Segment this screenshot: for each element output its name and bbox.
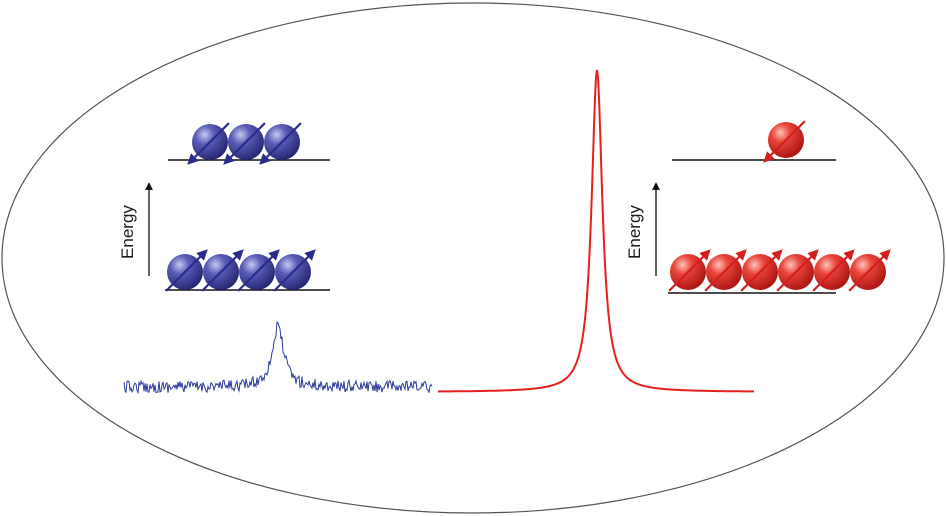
right-lower-level xyxy=(668,249,891,294)
atom xyxy=(259,122,302,165)
spin-down-arrow-icon xyxy=(187,122,230,165)
atom xyxy=(763,120,806,163)
right-spectrum xyxy=(438,69,754,393)
left-upper-atoms xyxy=(187,122,302,165)
atom xyxy=(848,249,891,292)
atom xyxy=(776,249,819,292)
spin-up-arrow-icon xyxy=(740,249,783,292)
left-lower-atoms xyxy=(165,249,316,292)
left-upper-level xyxy=(168,122,330,165)
left-spectrum xyxy=(123,321,433,395)
atom xyxy=(201,249,244,292)
spin-up-arrow-icon xyxy=(776,249,819,292)
right-upper-level xyxy=(672,120,836,163)
spin-up-arrow-icon xyxy=(812,249,855,292)
atom xyxy=(237,249,280,292)
atom xyxy=(223,122,266,165)
left-lower-level xyxy=(165,249,330,292)
left-panel: Energy xyxy=(118,122,433,395)
atom xyxy=(704,249,747,292)
spin-up-arrow-icon xyxy=(201,249,244,292)
spin-down-arrow-icon xyxy=(223,122,266,165)
atom xyxy=(187,122,230,165)
atom xyxy=(812,249,855,292)
spin-down-arrow-icon xyxy=(763,120,806,163)
spin-up-arrow-icon xyxy=(165,249,208,292)
atom xyxy=(273,249,316,292)
right-upper-atoms xyxy=(763,120,806,163)
spin-up-arrow-icon xyxy=(848,249,891,292)
left-energy-label: Energy xyxy=(118,205,137,259)
atom xyxy=(165,249,208,292)
spin-up-arrow-icon xyxy=(704,249,747,292)
spin-up-arrow-icon xyxy=(273,249,316,292)
right-lower-atoms xyxy=(668,249,891,292)
atom xyxy=(740,249,783,292)
right-panel: Energy xyxy=(438,69,891,393)
spin-up-arrow-icon xyxy=(668,249,711,292)
spin-up-arrow-icon xyxy=(237,249,280,292)
atom xyxy=(668,249,711,292)
right-energy-label: Energy xyxy=(625,205,644,259)
spin-down-arrow-icon xyxy=(259,122,302,165)
